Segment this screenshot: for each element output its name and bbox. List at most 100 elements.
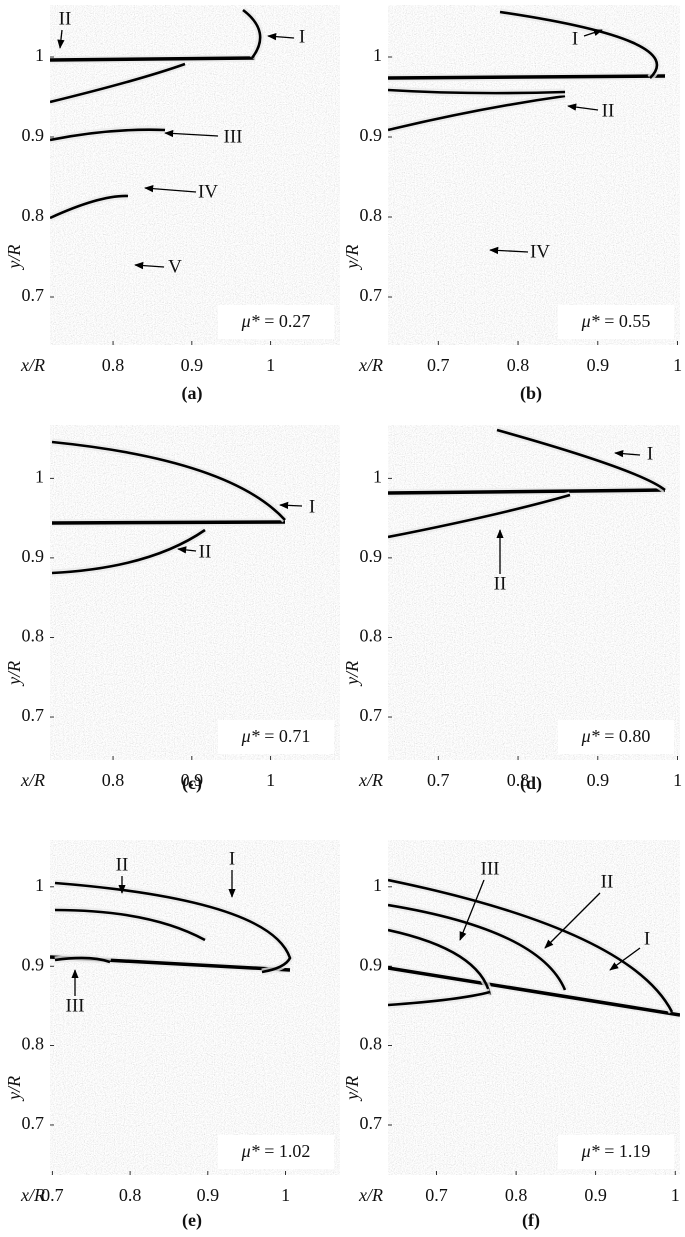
mu-value: = 0.55	[604, 311, 650, 331]
y-tick-label: 1	[35, 875, 44, 895]
contour	[54, 908, 206, 942]
contours	[51, 438, 288, 577]
x-axis-label: x/R	[358, 770, 383, 790]
y-tick-label: 0.9	[360, 125, 383, 145]
contour	[50, 194, 129, 220]
panel-label: (e)	[182, 1210, 202, 1231]
arrow	[279, 501, 303, 510]
mu-symbol: μ*	[581, 1141, 600, 1161]
x-axis-label: x/R	[358, 355, 383, 375]
mu-label: μ* = 0.27	[241, 311, 311, 331]
x-tick-label: 1	[671, 1185, 680, 1205]
mu-box	[218, 305, 334, 339]
annotation: III	[66, 995, 85, 1016]
y-tick-label: 1	[373, 875, 382, 895]
x-tick-label: 0.8	[102, 770, 125, 790]
y-tick-label: 0.9	[22, 954, 45, 974]
arrow	[567, 103, 599, 111]
annotation: V	[168, 256, 182, 277]
contour	[388, 878, 674, 1013]
x-tick-label: 0.8	[507, 355, 530, 375]
y-axis-label: y/R	[4, 245, 24, 271]
panel-label: (a)	[182, 383, 203, 404]
mu-box	[218, 720, 334, 754]
arrow	[614, 450, 641, 458]
mu-symbol: μ*	[241, 311, 260, 331]
contours	[50, 7, 264, 222]
x-tick-label: 1	[673, 355, 682, 375]
arrow	[144, 185, 197, 193]
arrow	[544, 892, 601, 949]
x-tick-label: 0.9	[181, 355, 204, 375]
panel-label: (b)	[520, 383, 542, 404]
mu-value: = 1.19	[604, 1141, 650, 1161]
mu-box	[558, 720, 674, 754]
schlieren-image	[388, 425, 680, 760]
contour	[242, 8, 262, 59]
contour	[50, 62, 186, 104]
x-tick-label: 1	[266, 770, 275, 790]
x-axis-label: x/R	[20, 770, 45, 790]
mu-value: = 0.71	[264, 726, 310, 746]
contour	[388, 488, 666, 495]
y-tick-label: 0.8	[22, 1034, 45, 1054]
schlieren-image	[388, 5, 680, 345]
contours	[50, 879, 294, 976]
contours	[388, 876, 680, 1019]
panel-label: (d)	[520, 773, 542, 794]
y-tick-label: 1	[373, 466, 382, 486]
x-tick-label: 0.8	[119, 1185, 142, 1205]
mu-label: μ* = 0.55	[581, 311, 651, 331]
y-tick-label: 0.9	[360, 954, 383, 974]
y-tick-label: 0.7	[360, 285, 383, 305]
annotation: IV	[198, 181, 218, 202]
contour	[388, 990, 491, 1007]
annotation: IV	[530, 241, 550, 262]
x-tick-label: 0.9	[587, 355, 610, 375]
contour	[51, 440, 286, 521]
mu-value: = 0.80	[604, 726, 650, 746]
x-tick-label: 0.9	[584, 1185, 607, 1205]
panel-label: (f)	[522, 1210, 540, 1231]
y-tick-label: 1	[35, 45, 44, 65]
y-axis-label: y/R	[342, 1076, 362, 1102]
annotation: I	[647, 443, 653, 464]
y-tick-label: 0.8	[22, 626, 45, 646]
arrow	[134, 261, 165, 270]
x-axis-label: x/R	[20, 1185, 45, 1205]
annotation: II	[494, 573, 507, 594]
y-axis-label: y/R	[4, 1076, 24, 1102]
annotation: II	[116, 854, 129, 875]
contour	[388, 928, 492, 996]
arrow	[57, 29, 65, 49]
x-tick-label: 1	[281, 1185, 290, 1205]
contour	[499, 10, 659, 79]
contours	[388, 8, 666, 134]
contour	[51, 528, 206, 575]
mu-value: = 0.27	[264, 311, 310, 331]
contours	[388, 426, 668, 541]
y-tick-label: 0.9	[22, 546, 45, 566]
arrow	[489, 246, 529, 255]
arrow	[267, 32, 295, 41]
annotation: I	[572, 28, 578, 49]
mu-box	[558, 1135, 674, 1169]
x-tick-label: 0.7	[41, 1185, 64, 1205]
mu-label: μ* = 1.02	[241, 1141, 311, 1161]
y-tick-label: 0.7	[22, 705, 45, 725]
x-tick-label: 0.8	[505, 1185, 528, 1205]
x-tick-label: 0.7	[427, 770, 450, 790]
contour	[388, 903, 567, 991]
mu-label: μ* = 1.19	[581, 1141, 651, 1161]
x-tick-label: 0.9	[197, 1185, 220, 1205]
x-tick-label: 0.9	[587, 770, 610, 790]
schlieren-image	[50, 840, 340, 1175]
contour	[388, 94, 566, 132]
arrow	[459, 879, 485, 941]
annotation: III	[481, 858, 500, 879]
panel-label: (c)	[182, 773, 202, 794]
x-tick-label: 0.7	[427, 355, 450, 375]
contour	[54, 881, 292, 974]
contour	[388, 74, 666, 80]
